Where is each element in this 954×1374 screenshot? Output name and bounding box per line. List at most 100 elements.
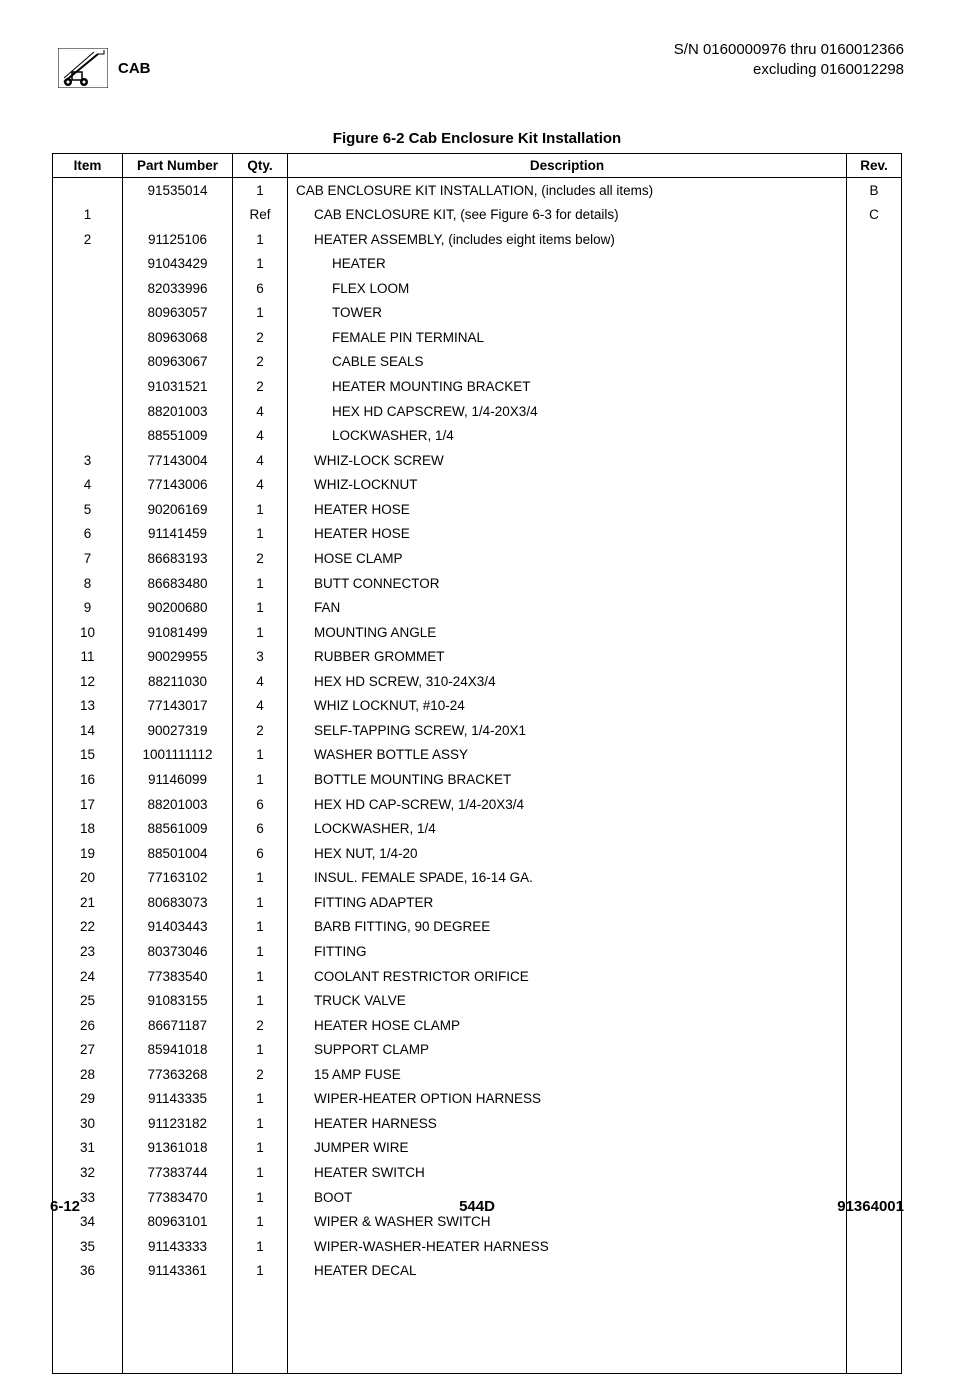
section-label: CAB [118,60,151,77]
table-row: 809630571TOWER [53,301,902,326]
cell-part: 91403443 [123,915,233,940]
cell-qty: 1 [233,915,288,940]
table-row: 4771430064WHIZ-LOCKNUT [53,473,902,498]
cell-desc: HEATER HARNESS [288,1111,847,1136]
cell-desc: JUMPER WIRE [288,1136,847,1161]
cell-rev [847,350,902,375]
cell-qty: 2 [233,1013,288,1038]
cell-qty: 4 [233,448,288,473]
table-row: 35911433331WIPER-WASHER-HEATER HARNESS [53,1234,902,1259]
cell-qty: 2 [233,350,288,375]
cell-item: 5 [53,497,123,522]
cell-rev [847,546,902,571]
cell-part: 91141459 [123,522,233,547]
cell-item: 13 [53,694,123,719]
cell-item: 9 [53,596,123,621]
cell-rev [847,768,902,793]
table-row: 23803730461FITTING [53,939,902,964]
cell-item: 31 [53,1136,123,1161]
cell-item: 29 [53,1087,123,1112]
cell-desc: FITTING [288,939,847,964]
cell-desc: CAB ENCLOSURE KIT INSTALLATION, (include… [288,178,847,203]
cell-item: 16 [53,768,123,793]
table-row: 910315212HEATER MOUNTING BRACKET [53,375,902,400]
cell-item [53,399,123,424]
cell-desc: HEATER HOSE [288,522,847,547]
table-row: 32773837441HEATER SWITCH [53,1161,902,1186]
cell-part: 85941018 [123,1038,233,1063]
cell-rev [847,939,902,964]
cell-desc: SELF-TAPPING SCREW, 1/4-20X1 [288,718,847,743]
cell-qty: 1 [233,768,288,793]
cell-qty: 1 [233,1259,288,1284]
cell-item: 17 [53,792,123,817]
table-row: 20771631021INSUL. FEMALE SPADE, 16-14 GA… [53,866,902,891]
cell-desc: BUTT CONNECTOR [288,571,847,596]
cell-part: 77143006 [123,473,233,498]
cell-part: 77163102 [123,866,233,891]
cell-desc: FEMALE PIN TERMINAL [288,325,847,350]
cell-rev [847,694,902,719]
cell-desc: FLEX LOOM [288,276,847,301]
cell-item: 6 [53,522,123,547]
cell-desc: HEX NUT, 1/4-20 [288,841,847,866]
cell-rev [847,989,902,1014]
cell-desc: WHIZ LOCKNUT, #10-24 [288,694,847,719]
cell-item: 14 [53,718,123,743]
cell-desc: HEATER MOUNTING BRACKET [288,375,847,400]
table-row: 8866834801BUTT CONNECTOR [53,571,902,596]
cell-qty: 1 [233,620,288,645]
cell-qty: 3 [233,645,288,670]
cell-part: 90200680 [123,596,233,621]
cell-rev [847,1087,902,1112]
cell-part: 91146099 [123,768,233,793]
cell-desc: WASHER BOTTLE ASSY [288,743,847,768]
cell-rev [847,1013,902,1038]
cell-part: 91361018 [123,1136,233,1161]
col-header-desc: Description [288,154,847,178]
table-row: 3771430044WHIZ-LOCK SCREW [53,448,902,473]
cell-part: 1001111112 [123,743,233,768]
cell-rev [847,1062,902,1087]
cell-qty: 6 [233,841,288,866]
footer-manual-number: 91364001 [837,1198,904,1215]
cell-qty: 1 [233,1087,288,1112]
cell-part: 90206169 [123,497,233,522]
table-row: 10910814991MOUNTING ANGLE [53,620,902,645]
cell-rev [847,915,902,940]
table-row: 31913610181JUMPER WIRE [53,1136,902,1161]
table-row: 2911251061HEATER ASSEMBLY, (includes eig… [53,227,902,252]
cell-item: 3 [53,448,123,473]
cell-item: 24 [53,964,123,989]
cell-desc: COOLANT RESTRICTOR ORIFICE [288,964,847,989]
header-serial-range: S/N 0160000976 thru 0160012366 excluding… [674,40,904,79]
cell-item: 11 [53,645,123,670]
cell-item: 10 [53,620,123,645]
cell-desc: FAN [288,596,847,621]
table-header-row: Item Part Number Qty. Description Rev. [53,154,902,178]
cell-qty: 6 [233,792,288,817]
cell-rev [847,375,902,400]
cell-qty: Ref [233,203,288,228]
cell-part: 91081499 [123,620,233,645]
table-row: 12882110304HEX HD SCREW, 310-24X3/4 [53,669,902,694]
cell-qty: 6 [233,276,288,301]
cell-qty: 2 [233,1062,288,1087]
cell-rev [847,841,902,866]
cell-qty: 2 [233,375,288,400]
cell-rev [847,1234,902,1259]
cell-qty: 4 [233,399,288,424]
table-row: 17882010036HEX HD CAP-SCREW, 1/4-20X3/4 [53,792,902,817]
cell-desc: WIPER-WASHER-HEATER HARNESS [288,1234,847,1259]
cell-part: 77383744 [123,1161,233,1186]
cell-desc: INSUL. FEMALE SPADE, 16-14 GA. [288,866,847,891]
cell-rev [847,1259,902,1284]
table-row: 910434291HEATER [53,252,902,277]
cell-desc: HEX HD SCREW, 310-24X3/4 [288,669,847,694]
table-row: 882010034HEX HD CAPSCREW, 1/4-20X3/4 [53,399,902,424]
cell-part: 90029955 [123,645,233,670]
cell-item: 4 [53,473,123,498]
cell-rev [847,620,902,645]
cell-qty: 1 [233,743,288,768]
cell-rev [847,1111,902,1136]
